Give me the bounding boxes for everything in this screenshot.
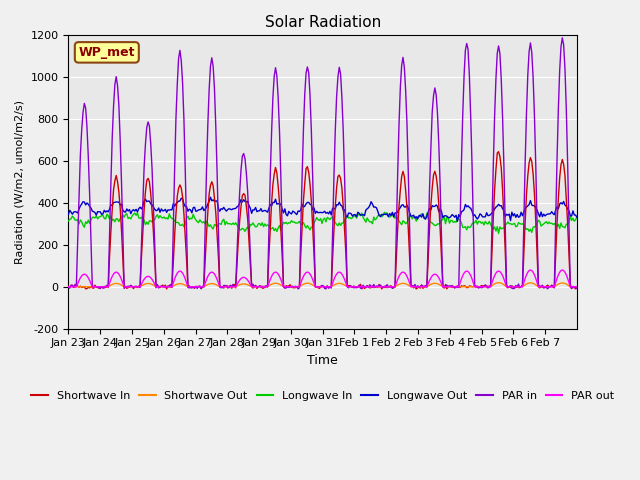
Title: Solar Radiation: Solar Radiation — [264, 15, 381, 30]
X-axis label: Time: Time — [307, 354, 338, 367]
Text: WP_met: WP_met — [79, 46, 135, 59]
Legend: Shortwave In, Shortwave Out, Longwave In, Longwave Out, PAR in, PAR out: Shortwave In, Shortwave Out, Longwave In… — [27, 386, 619, 405]
Y-axis label: Radiation (W/m2, umol/m2/s): Radiation (W/m2, umol/m2/s) — [15, 100, 25, 264]
